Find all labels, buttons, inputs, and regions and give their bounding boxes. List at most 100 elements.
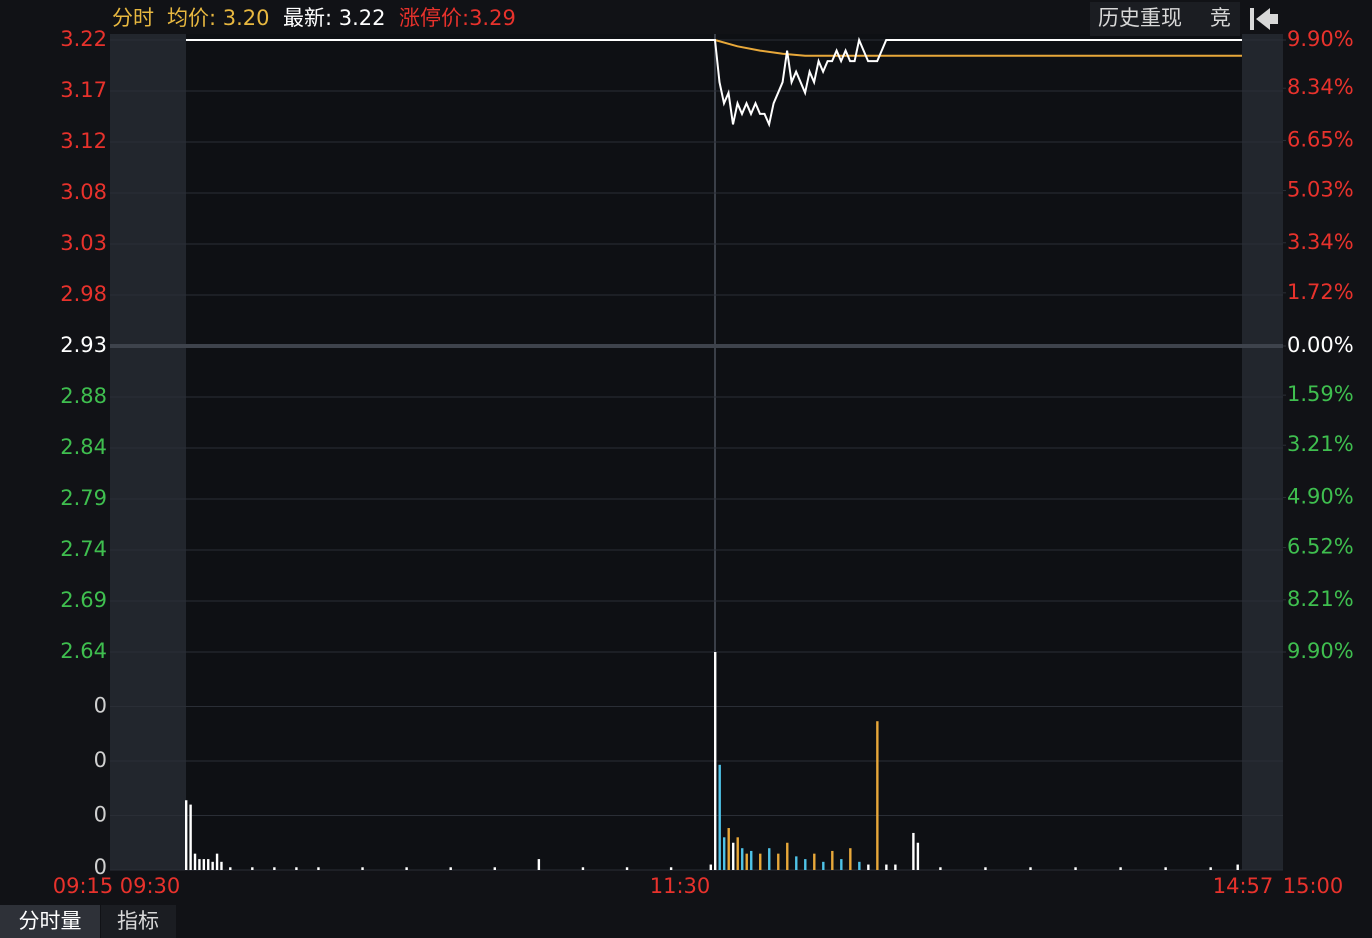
y2-tick-label: 3.21%: [1287, 432, 1354, 456]
y-tick-label: 2.88: [60, 384, 107, 408]
volume-tick-label: 0: [94, 694, 107, 718]
volume-bar: [813, 853, 816, 870]
volume-bar: [750, 850, 753, 870]
volume-bar: [1209, 867, 1212, 870]
volume-bar: [669, 867, 673, 870]
volume-bar: [215, 853, 219, 870]
x-tick-label: 09:30: [120, 874, 181, 898]
toolbar: [1090, 2, 1240, 36]
volume-bar: [211, 861, 214, 870]
volume-bar: [831, 850, 834, 870]
latest-price: 最新: 3.22: [283, 6, 386, 30]
y-tick-label: 2.64: [60, 639, 107, 663]
volume-bar: [867, 864, 870, 870]
volume-bar: [193, 853, 197, 870]
volume-bar: [537, 859, 541, 870]
volume-bar: [229, 867, 232, 870]
volume-bar: [220, 861, 223, 870]
volume-bar: [1236, 864, 1239, 870]
y-tick-label: 2.93: [60, 333, 107, 357]
volume-bar: [625, 867, 629, 870]
y2-tick-label: 5.03%: [1287, 178, 1354, 202]
volume-bar: [317, 867, 320, 870]
volume-bar: [714, 652, 717, 870]
volume-bar: [858, 861, 861, 870]
volume-bar: [295, 867, 298, 870]
volume-bar: [768, 848, 771, 870]
y-tick-label: 3.12: [60, 129, 107, 153]
volume-bar: [849, 848, 852, 870]
volume-bar: [718, 764, 721, 870]
x-tick-label: 14:57: [1213, 874, 1274, 898]
y2-tick-label: 9.90%: [1287, 639, 1354, 663]
mode-label: 分时: [112, 6, 154, 30]
tab-label[interactable]: 分时量: [19, 909, 82, 933]
auction-band: [1242, 34, 1283, 870]
x-tick-label: 11:30: [650, 874, 711, 898]
tab-label[interactable]: 指标: [117, 909, 159, 933]
volume-bar: [786, 842, 789, 870]
volume-bar: [1029, 867, 1032, 870]
y2-tick-label: 1.72%: [1287, 280, 1354, 304]
volume-bar: [804, 859, 807, 870]
volume-bar: [759, 853, 762, 870]
volume-bar: [189, 804, 192, 870]
limit-price: 涨停价:3.29: [399, 6, 516, 30]
volume-bar: [894, 864, 897, 870]
y2-tick-label: 0.00%: [1287, 333, 1354, 357]
volume-bar: [822, 861, 825, 870]
x-tick-label: 09:15: [53, 874, 114, 898]
volume-bar: [732, 842, 735, 870]
tab[interactable]: [101, 905, 176, 938]
x-tick-label: 15:00: [1283, 874, 1344, 898]
history-button[interactable]: 历史重现: [1098, 6, 1182, 30]
volume-bar: [581, 867, 585, 870]
back-icon[interactable]: [1250, 8, 1278, 30]
volume-bar: [251, 867, 254, 870]
volume-tick-label: 0: [94, 748, 107, 772]
y2-tick-label: 4.90%: [1287, 484, 1354, 508]
y-tick-label: 2.74: [60, 537, 107, 561]
volume-bar: [1119, 867, 1122, 870]
y-tick-label: 2.84: [60, 435, 107, 459]
volume-bar: [741, 848, 744, 870]
y-tick-label: 3.17: [60, 78, 107, 102]
volume-bar: [745, 853, 748, 870]
volume-bar: [876, 721, 879, 870]
y-tick-label: 2.69: [60, 588, 107, 612]
auction-button[interactable]: 竞: [1210, 6, 1231, 30]
volume-bar: [449, 867, 452, 870]
volume-bar: [885, 864, 888, 870]
volume-bar: [361, 867, 364, 870]
avg-price: 均价: 3.20: [167, 6, 270, 30]
volume-bar: [727, 828, 730, 870]
volume-bar: [777, 853, 780, 870]
auction-band: [110, 34, 186, 870]
y2-tick-label: 1.59%: [1287, 382, 1354, 406]
y-tick-label: 2.98: [60, 282, 107, 306]
y2-tick-label: 8.34%: [1287, 75, 1354, 99]
y-tick-label: 2.79: [60, 486, 107, 510]
volume-tick-label: 0: [94, 803, 107, 827]
volume-bar: [795, 856, 798, 870]
volume-bar: [984, 867, 987, 870]
volume-bar: [207, 859, 210, 870]
y-tick-label: 3.22: [60, 27, 107, 51]
y2-tick-label: 6.65%: [1287, 127, 1354, 151]
y2-tick-label: 3.34%: [1287, 230, 1354, 254]
volume-bar: [912, 832, 915, 870]
volume-bar: [1164, 867, 1167, 870]
volume-bar: [185, 800, 188, 870]
volume-bar: [1074, 867, 1077, 870]
y-tick-label: 3.08: [60, 180, 107, 204]
price-line: [186, 36, 1242, 128]
tab[interactable]: [0, 905, 100, 938]
volume-bar: [405, 867, 408, 870]
volume-bar: [273, 867, 276, 870]
y2-tick-label: 9.90%: [1287, 27, 1354, 51]
volume-tick-label: 0: [94, 855, 107, 879]
y-tick-label: 3.03: [60, 231, 107, 255]
volume-bar: [198, 859, 201, 870]
